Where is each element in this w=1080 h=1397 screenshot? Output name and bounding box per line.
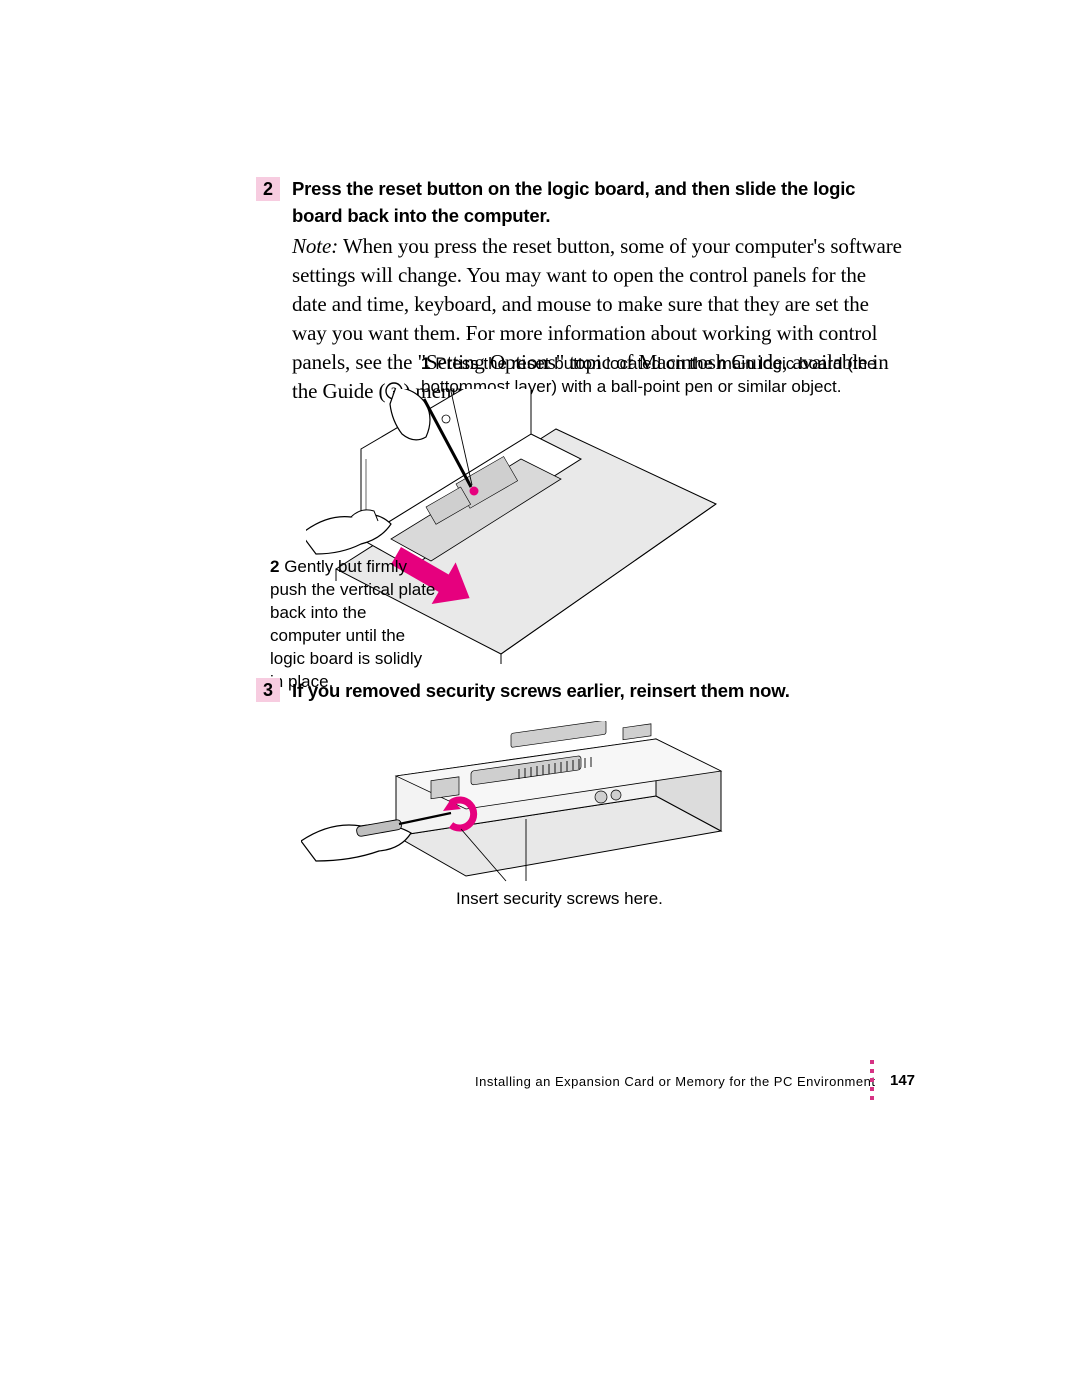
step-3-heading: If you removed security screws earlier, … — [292, 678, 892, 705]
step-number-3: 3 — [256, 678, 280, 702]
note-prefix: Note: — [292, 234, 338, 258]
step-2-heading: Press the reset button on the logic boar… — [292, 176, 862, 230]
callout-3: Insert security screws here. — [456, 888, 716, 911]
footer-page-number: 147 — [890, 1072, 915, 1089]
callout-2: 2 Gently but firmly push the vertical pl… — [270, 556, 440, 694]
callout-2-text: Gently but firmly push the vertical plat… — [270, 557, 435, 691]
step-number-2: 2 — [256, 177, 280, 201]
footer-chapter-title: Installing an Expansion Card or Memory f… — [475, 1074, 875, 1089]
footer-dot-ornament — [870, 1060, 876, 1105]
illustration-security-screws — [300, 720, 740, 890]
